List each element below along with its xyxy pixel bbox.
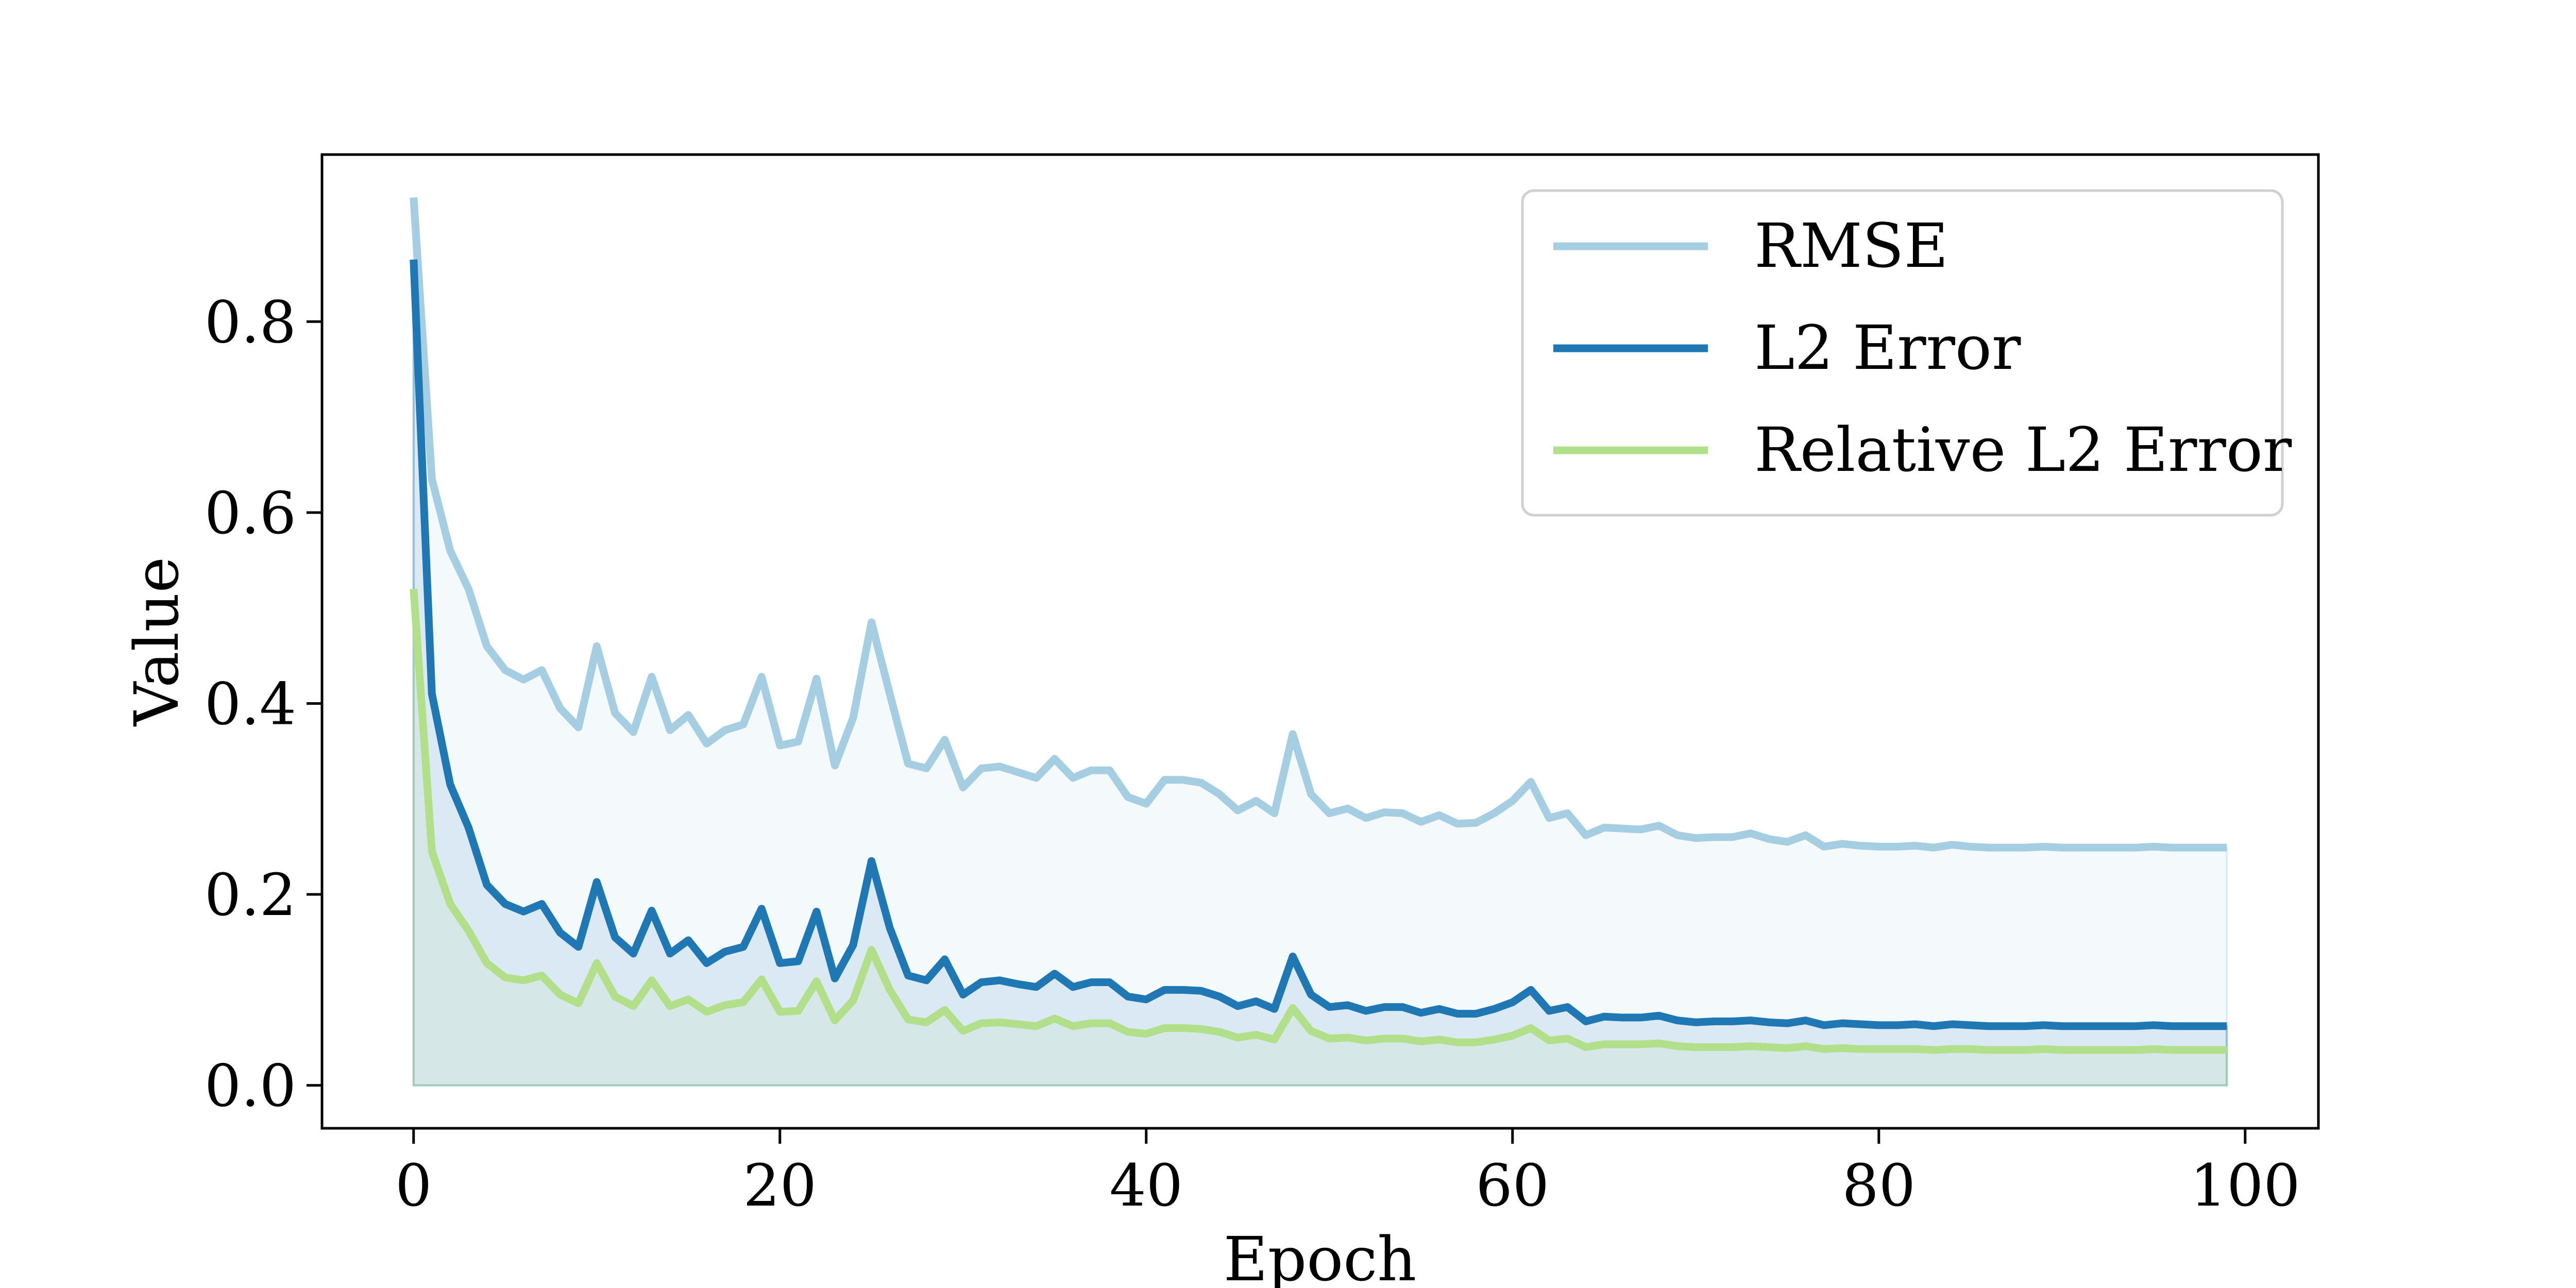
y-tick-label: 0.6 (205, 480, 296, 547)
y-tick-label: 0.8 (205, 289, 296, 356)
y-tick-label: 0.4 (205, 671, 296, 738)
series-lines (410, 197, 2227, 1054)
x-axis-label: Epoch (1224, 1224, 1417, 1288)
x-tick-label: 60 (1476, 1153, 1550, 1219)
plot-frame (320, 153, 2320, 1130)
legend: RMSE L2 Error Relative L2 Error (1521, 189, 2292, 517)
y-axis-ticks: 0.0 0.2 0.4 0.6 0.8 (205, 289, 322, 1120)
y-tick-label: 0.2 (205, 862, 296, 929)
x-tick-label: 100 (2190, 1153, 2300, 1219)
legend-label-0: RMSE (1754, 210, 1948, 281)
y-tick-label: 0.0 (205, 1053, 296, 1120)
series-line-0 (410, 197, 2227, 852)
legend-label-1: L2 Error (1754, 312, 2021, 383)
legend-box (1521, 189, 2284, 517)
x-tick-label: 40 (1110, 1153, 1183, 1219)
series-line-2 (410, 588, 2227, 1054)
series-line-1 (410, 259, 2227, 1030)
legend-label-2: Relative L2 Error (1754, 414, 2292, 485)
x-axis-ticks: 0 20 40 60 80 100 (395, 1128, 2300, 1219)
x-tick-label: 20 (743, 1153, 817, 1219)
y-axis-label: Value (121, 557, 192, 727)
x-tick-label: 0 (395, 1153, 432, 1219)
legend-items: RMSE L2 Error Relative L2 Error (1553, 210, 2292, 485)
x-tick-label: 80 (1842, 1153, 1916, 1219)
